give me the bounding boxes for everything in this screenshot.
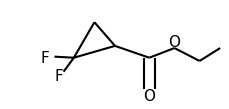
Text: F: F	[41, 51, 49, 66]
Text: O: O	[168, 35, 180, 50]
Text: O: O	[143, 89, 155, 104]
Text: F: F	[54, 69, 63, 84]
